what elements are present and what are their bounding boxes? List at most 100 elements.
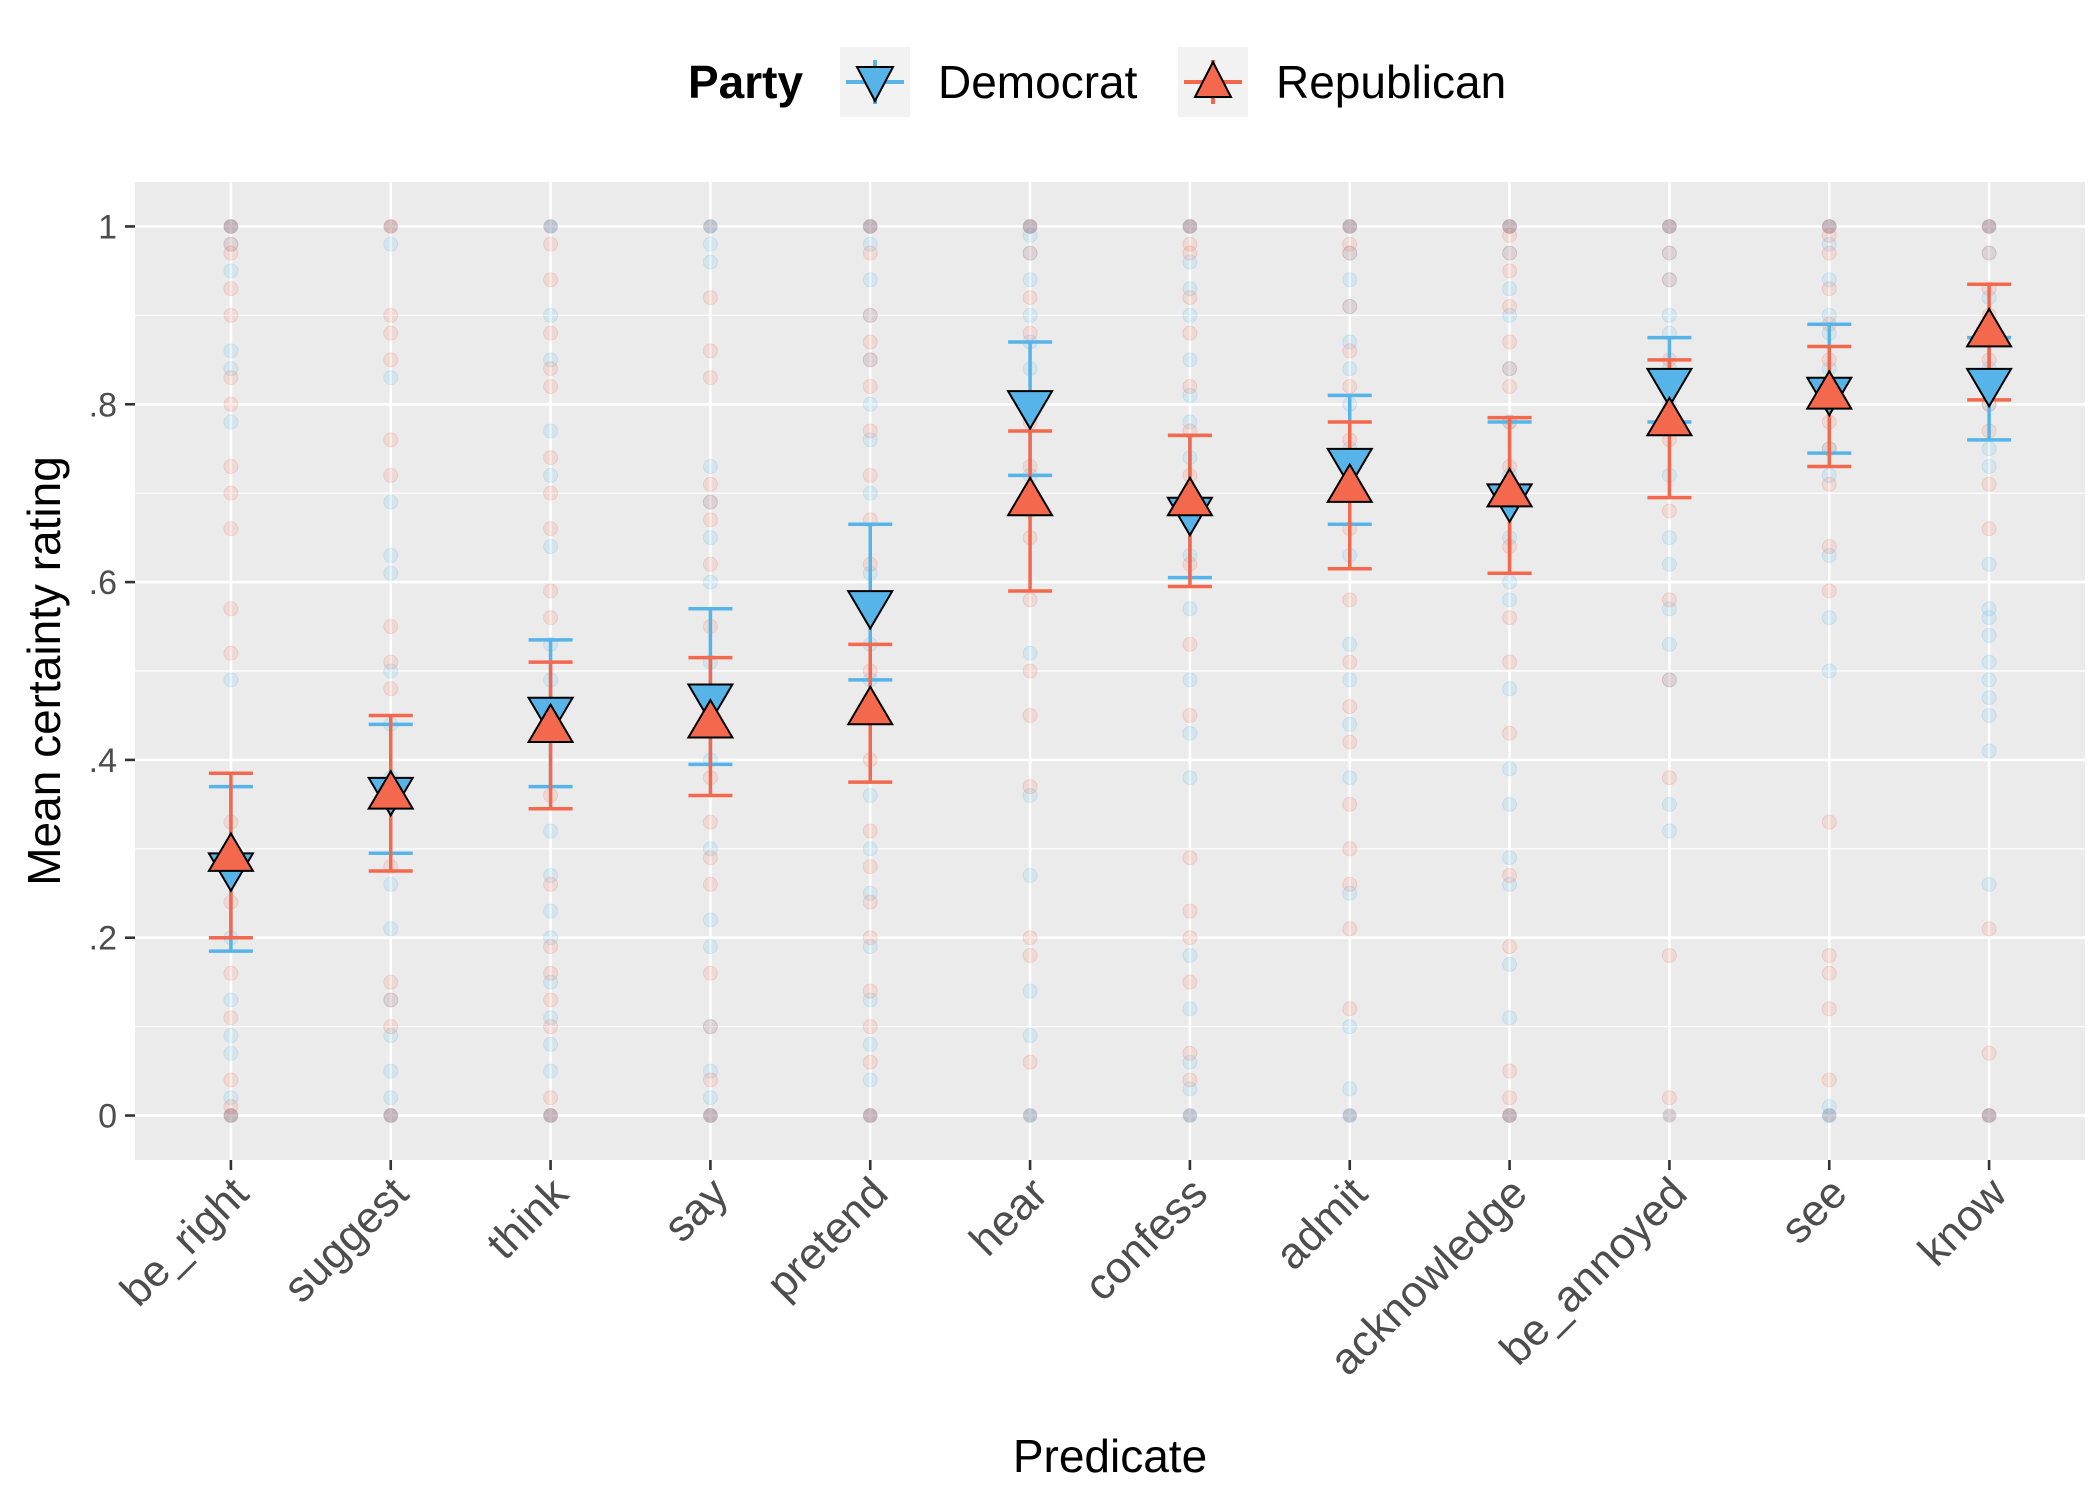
- raw-point: [1503, 299, 1517, 313]
- raw-point-overlap: [1183, 1109, 1197, 1123]
- raw-point: [224, 966, 238, 980]
- raw-point: [703, 477, 717, 491]
- x-tick-label: suggest: [274, 1168, 418, 1312]
- raw-point: [224, 237, 238, 251]
- raw-point: [544, 326, 558, 340]
- raw-point: [544, 584, 558, 598]
- raw-point: [703, 815, 717, 829]
- raw-point: [1822, 1073, 1836, 1087]
- raw-point: [1503, 362, 1517, 376]
- raw-point: [1183, 726, 1197, 740]
- raw-point: [863, 424, 877, 438]
- raw-point: [224, 344, 238, 358]
- raw-point: [703, 495, 717, 509]
- raw-point: [1822, 282, 1836, 296]
- y-tick-label: .2: [89, 920, 117, 958]
- raw-point: [1503, 762, 1517, 776]
- raw-point: [863, 335, 877, 349]
- raw-point: [1503, 611, 1517, 625]
- raw-point: [1183, 931, 1197, 945]
- raw-point: [1662, 593, 1676, 607]
- raw-point-overlap: [1343, 1109, 1357, 1123]
- raw-point: [544, 966, 558, 980]
- raw-point: [224, 646, 238, 660]
- raw-point: [1183, 326, 1197, 340]
- raw-point: [544, 1064, 558, 1078]
- y-axis-title: Mean certainty rating: [18, 456, 70, 886]
- raw-point: [1343, 673, 1357, 687]
- raw-point: [1982, 460, 1996, 474]
- raw-point: [1503, 593, 1517, 607]
- raw-point: [863, 486, 877, 500]
- raw-point: [1982, 602, 1996, 616]
- raw-point: [1503, 264, 1517, 278]
- raw-point: [384, 975, 398, 989]
- raw-point: [703, 913, 717, 927]
- raw-point: [1343, 1082, 1357, 1096]
- raw-point: [1023, 646, 1037, 660]
- raw-point: [863, 1073, 877, 1087]
- raw-point: [1183, 353, 1197, 367]
- raw-point: [544, 611, 558, 625]
- raw-point-overlap: [1822, 219, 1836, 233]
- raw-point: [1183, 308, 1197, 322]
- raw-point: [1982, 744, 1996, 758]
- raw-point: [703, 575, 717, 589]
- legend-key-republican: [1178, 47, 1248, 117]
- raw-point-overlap: [1662, 1109, 1676, 1123]
- raw-point-overlap: [224, 1109, 238, 1123]
- raw-point: [1822, 611, 1836, 625]
- raw-point: [384, 353, 398, 367]
- raw-point: [1503, 246, 1517, 260]
- raw-point: [863, 468, 877, 482]
- raw-point: [1822, 246, 1836, 260]
- raw-point: [384, 495, 398, 509]
- raw-point: [224, 673, 238, 687]
- y-tick-label: .8: [89, 386, 117, 424]
- raw-point: [544, 362, 558, 376]
- raw-point-overlap: [544, 219, 558, 233]
- raw-point: [384, 1020, 398, 1034]
- raw-point: [1662, 673, 1676, 687]
- x-tick-label: confess: [1075, 1168, 1217, 1310]
- raw-point: [1662, 1091, 1676, 1105]
- raw-point: [544, 1037, 558, 1051]
- raw-point: [703, 344, 717, 358]
- raw-point: [1982, 655, 1996, 669]
- x-tick-label: say: [654, 1168, 737, 1251]
- raw-point: [544, 824, 558, 838]
- raw-point: [863, 931, 877, 945]
- raw-point: [384, 308, 398, 322]
- raw-point: [384, 922, 398, 936]
- raw-point: [1982, 246, 1996, 260]
- raw-point: [1183, 237, 1197, 251]
- raw-point: [544, 1091, 558, 1105]
- raw-point: [1662, 824, 1676, 838]
- raw-point: [1183, 708, 1197, 722]
- raw-point-overlap: [1023, 1109, 1037, 1123]
- raw-point-overlap: [703, 1109, 717, 1123]
- raw-point: [1503, 655, 1517, 669]
- raw-point: [544, 904, 558, 918]
- raw-point: [384, 1064, 398, 1078]
- raw-point: [1343, 842, 1357, 856]
- raw-point: [703, 1073, 717, 1087]
- raw-point: [1343, 593, 1357, 607]
- raw-point-overlap: [703, 219, 717, 233]
- raw-point: [1343, 700, 1357, 714]
- raw-point: [544, 237, 558, 251]
- x-tick-label: know: [1909, 1168, 2016, 1275]
- raw-point: [384, 993, 398, 1007]
- raw-point: [544, 877, 558, 891]
- raw-point: [1503, 1064, 1517, 1078]
- raw-point: [1503, 797, 1517, 811]
- x-tick-label: see: [1772, 1168, 1857, 1253]
- raw-point: [863, 860, 877, 874]
- raw-point: [1982, 1046, 1996, 1060]
- raw-point: [1662, 504, 1676, 518]
- raw-point: [1183, 1073, 1197, 1087]
- raw-point: [1343, 379, 1357, 393]
- y-axis: 0.2.4.6.81: [89, 208, 135, 1135]
- raw-point: [863, 246, 877, 260]
- raw-point: [1822, 815, 1836, 829]
